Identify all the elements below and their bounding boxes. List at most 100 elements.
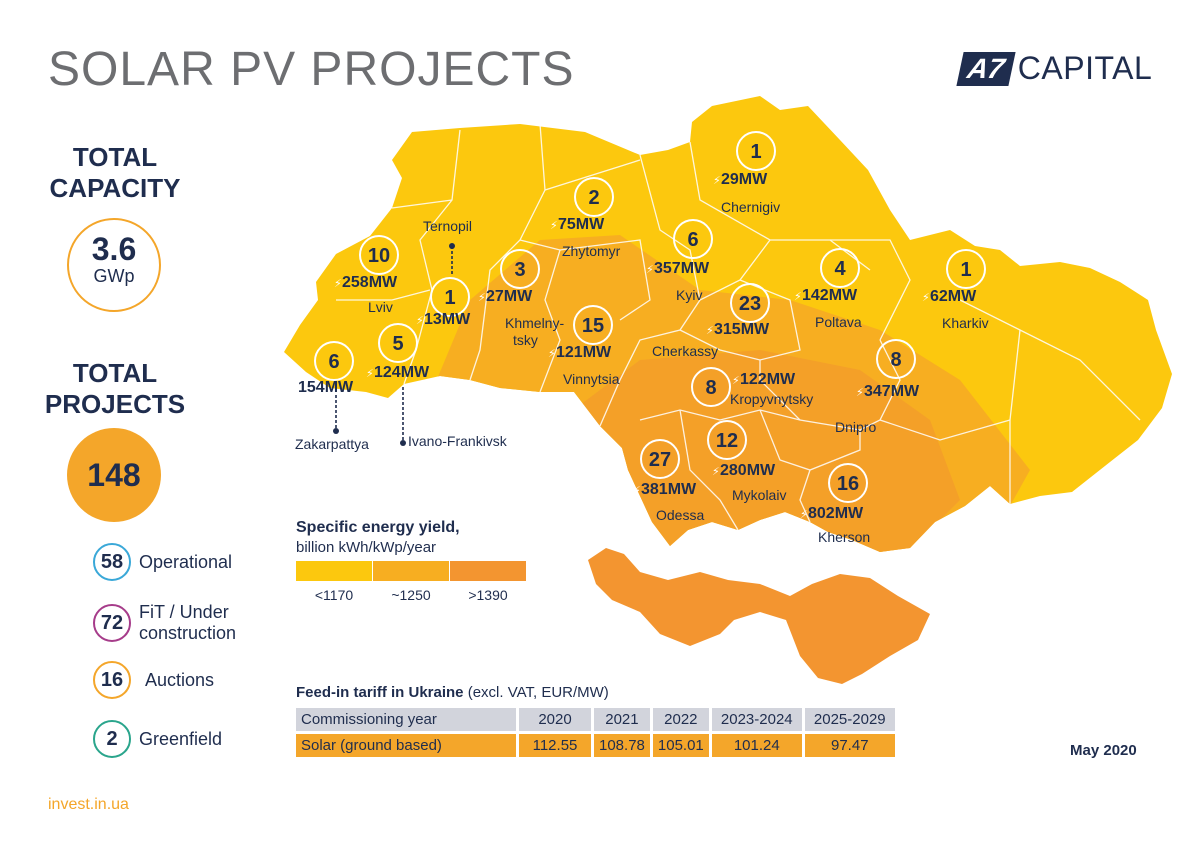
project-count-label: 1 <box>750 141 761 163</box>
project-count-circle <box>820 248 860 288</box>
status-label-line1: Operational <box>139 551 233 572</box>
region-name-label: Khmelny- <box>505 315 564 331</box>
project-count-label: 3 <box>514 259 525 281</box>
status-auctions: 16 Auctions <box>93 661 214 699</box>
capacity-label: 258MW <box>342 274 398 291</box>
capacity-label: 280MW <box>720 462 776 479</box>
crimea <box>588 548 930 684</box>
fit-data-cell: Solar (ground based) <box>296 734 516 757</box>
project-count-circle <box>730 283 770 323</box>
logo-text: CAPITAL <box>1017 50 1153 86</box>
region-name-label: Poltava <box>815 314 862 330</box>
lightning-icon: ⚡ <box>646 264 654 276</box>
lightning-icon: ⚡ <box>713 175 721 187</box>
capacity-label: 124MW <box>374 364 430 381</box>
project-count-label: 4 <box>834 258 846 280</box>
region-marker: 2 ⚡ 75MW Zhytomyr <box>550 177 621 259</box>
project-count-label: 8 <box>705 377 716 399</box>
lightning-icon: ⚡ <box>922 292 930 304</box>
region-marker: 15 ⚡ 121MW Vinnytsia <box>548 305 620 387</box>
legend-swatch-medium <box>373 561 449 581</box>
project-count-label: 5 <box>392 333 403 355</box>
fit-header-row: Commissioning year 2020 2021 2022 2023-2… <box>296 708 895 731</box>
lightning-icon: ⚡ <box>800 509 808 521</box>
legend-subtitle: billion kWh/kWp/year <box>296 539 437 556</box>
date-label: May 2020 <box>1070 742 1137 759</box>
lightning-icon: ⚡ <box>633 485 641 497</box>
fit-table: Commissioning year 2020 2021 2022 2023-2… <box>293 705 898 760</box>
capacity-label: 315MW <box>714 321 770 338</box>
total-capacity-heading-line2: CAPACITY <box>49 173 181 203</box>
fit-table-title: Feed-in tariff in Ukraine (excl. VAT, EU… <box>296 684 609 701</box>
region-marker: 6 ⚡ 154MW Zakarpattya <box>290 341 369 452</box>
fit-title-rest: (excl. VAT, EUR/MW) <box>463 684 609 701</box>
fit-header-cell: 2020 <box>519 708 591 731</box>
region-name-label: Odessa <box>656 507 704 523</box>
project-count-label: 2 <box>588 187 599 209</box>
fit-header-cell: 2025-2029 <box>804 708 895 731</box>
region-marker: 5 ⚡ 124MW Ivano-Frankivsk <box>366 323 508 449</box>
legend-label-low: <1170 <box>314 587 354 603</box>
capacity-label: 13MW <box>424 311 471 328</box>
project-count-label: 16 <box>837 473 859 495</box>
total-projects-heading-line2: PROJECTS <box>44 389 186 419</box>
lightning-icon: ⚡ <box>548 348 556 360</box>
legend-label-medium: ~1250 <box>391 587 431 603</box>
lightning-icon: ⚡ <box>290 383 298 395</box>
region-name-label: Ivano-Frankivsk <box>408 433 508 449</box>
status-label: Operational <box>139 552 232 573</box>
capacity-label: 27MW <box>486 288 533 305</box>
status-label: Greenfield <box>139 729 222 750</box>
region-name-label: Mykolaiv <box>732 487 786 503</box>
region-marker: 3 ⚡ 27MW Khmelny-tsky <box>478 249 564 348</box>
project-count-circle <box>673 219 713 259</box>
project-count-label: 1 <box>960 259 971 281</box>
total-capacity-heading-line1: TOTAL <box>72 142 158 172</box>
project-count-circle <box>640 439 680 479</box>
lightning-icon: ⚡ <box>706 325 714 337</box>
project-count-circle <box>828 463 868 503</box>
region-marker: 6 ⚡ 357MW Kyiv <box>646 219 713 303</box>
region-marker: 23 ⚡ 315MW Cherkassy <box>652 283 770 359</box>
capacity-label: 154MW <box>298 379 354 396</box>
status-label-line2: construction <box>139 623 237 643</box>
legend-swatch-high <box>450 561 526 581</box>
lightning-icon: ⚡ <box>366 368 374 380</box>
lightning-icon: ⚡ <box>712 466 720 478</box>
project-count-circle <box>876 339 916 379</box>
region-marker: 8 ⚡ 347MW Dnipro <box>835 339 920 435</box>
fit-data-cell: 105.01 <box>652 734 709 757</box>
status-label: Auctions <box>145 670 214 691</box>
capacity-label: 142MW <box>802 287 858 304</box>
region-name-label: Zakarpattya <box>295 436 369 452</box>
capacity-label: 62MW <box>930 288 977 305</box>
capacity-label: 29MW <box>721 171 768 188</box>
project-count-circle <box>691 367 731 407</box>
lightning-icon: ⚡ <box>794 291 802 303</box>
project-count-circle <box>736 131 776 171</box>
fit-data-cell: 101.24 <box>711 734 802 757</box>
capacity-label: 75MW <box>558 216 605 233</box>
lightning-icon: ⚡ <box>732 375 740 387</box>
region-marker: 8 ⚡ 122MW Kropyvnytsky <box>691 367 813 407</box>
legend-label-high: >1390 <box>468 587 508 603</box>
region-marker: 12 ⚡ 280MW Mykolaiv <box>707 420 786 503</box>
status-greenfield: 2 Greenfield <box>93 720 222 758</box>
fit-header-cell: 2022 <box>652 708 709 731</box>
project-count-label: 10 <box>368 245 390 267</box>
total-capacity-value: 3.6 <box>91 231 137 267</box>
project-count-circle <box>573 305 613 345</box>
fit-data-cell: 108.78 <box>594 734 650 757</box>
project-count-circle <box>378 323 418 363</box>
fit-data-row: Solar (ground based) 112.55 108.78 105.0… <box>296 734 895 757</box>
region-name-label: Vinnytsia <box>563 371 620 387</box>
fit-header-cell: 2021 <box>594 708 650 731</box>
region-name-label: Ternopil <box>423 218 472 234</box>
lightning-icon: ⚡ <box>478 292 486 304</box>
total-capacity-heading: TOTAL CAPACITY <box>40 142 190 204</box>
website-link[interactable]: invest.in.ua <box>48 796 129 813</box>
status-label-line1: Greenfield <box>139 728 223 749</box>
region-marker: 4 ⚡ 142MW Poltava <box>794 248 862 330</box>
project-count-label: 27 <box>649 449 671 471</box>
capacity-label: 347MW <box>864 383 920 400</box>
